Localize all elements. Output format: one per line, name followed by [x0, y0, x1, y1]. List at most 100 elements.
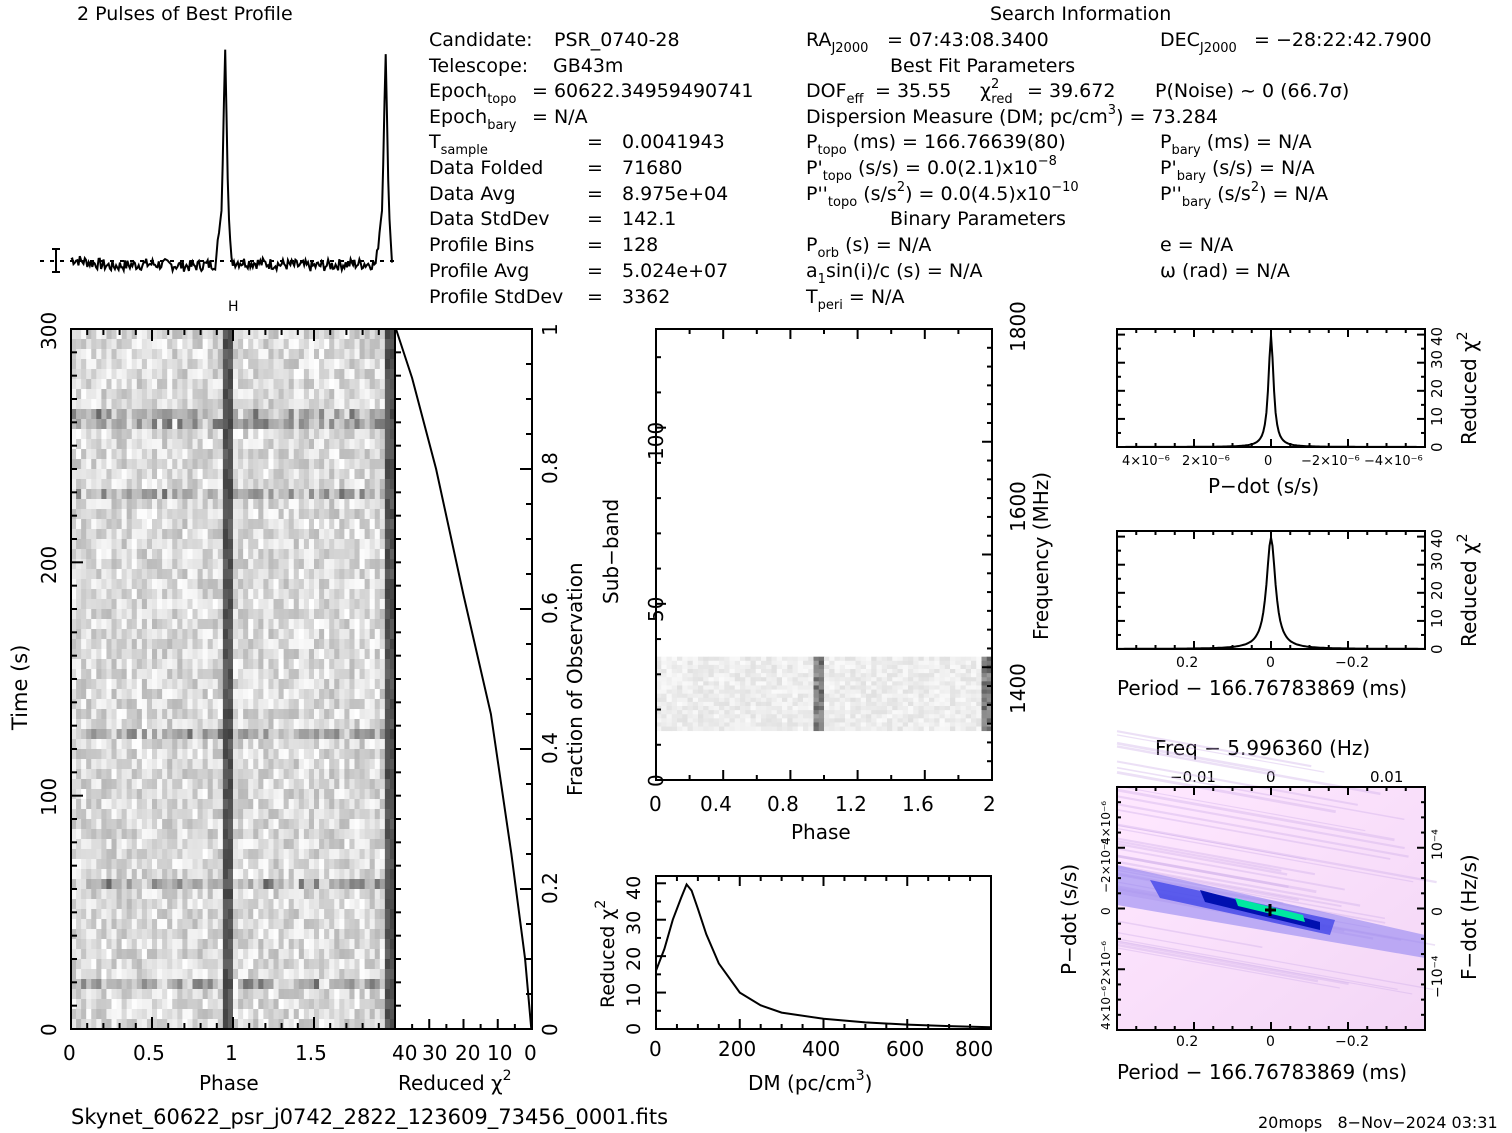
tp-cell — [96, 789, 102, 800]
tp-cell — [222, 459, 229, 470]
tp-cell — [339, 349, 345, 360]
tp-cell — [227, 849, 234, 860]
tp-cell — [187, 919, 193, 930]
sb-cell — [960, 660, 967, 666]
tp-cell — [136, 949, 143, 960]
tp-cell — [253, 819, 259, 830]
tp-cell — [81, 1009, 87, 1020]
tp-cell — [339, 959, 345, 970]
tp-cell — [76, 529, 82, 540]
tp-cell — [329, 429, 335, 440]
sb-cell — [845, 669, 851, 674]
sb-cell — [818, 664, 825, 670]
tp-cell — [389, 659, 396, 670]
tp-cell — [126, 419, 133, 430]
tp-cell — [283, 339, 290, 350]
tp-cell — [258, 549, 264, 560]
tp-cell — [344, 939, 350, 950]
cf-ylabel: Fraction of Observation — [563, 562, 587, 796]
tp-cell — [121, 949, 128, 960]
tp-cell — [273, 749, 279, 760]
tp-cell — [91, 469, 97, 480]
tp-cell — [243, 959, 249, 970]
tp-cell — [319, 689, 325, 700]
tp-cell — [146, 589, 153, 600]
tp-cell — [212, 1019, 219, 1030]
tp-cell — [288, 499, 295, 510]
tp-cell — [157, 449, 163, 460]
tp-cell — [106, 1019, 112, 1030]
tp-cell — [233, 799, 239, 810]
tp-cell — [167, 559, 173, 570]
tp-cell — [71, 669, 77, 680]
tp-cell — [172, 999, 178, 1010]
tp-cell — [207, 929, 214, 940]
tp-cell — [116, 719, 123, 730]
tp-cell — [217, 689, 224, 700]
tp-cell — [379, 1019, 386, 1030]
tp-cell — [233, 429, 239, 440]
tp-cell — [217, 539, 224, 550]
tp-cell — [157, 759, 163, 770]
sb-cell — [845, 664, 851, 670]
tp-cell — [273, 639, 279, 650]
tp-cell — [283, 359, 290, 370]
tp-cell — [324, 779, 330, 790]
tp-cell — [329, 919, 335, 930]
tp-cell — [197, 709, 204, 720]
tp-cell — [157, 379, 163, 390]
tp-cell — [354, 669, 360, 680]
tp-cell — [324, 829, 330, 840]
tp-cell — [339, 649, 345, 660]
tp-cell — [233, 659, 239, 670]
tp-cell — [146, 789, 153, 800]
tp-cell — [298, 469, 305, 480]
tp-cell — [207, 1009, 214, 1020]
tp-cell — [141, 489, 148, 500]
tp-cell — [86, 389, 92, 400]
tp-cell — [384, 909, 391, 920]
tp-cell — [243, 849, 249, 860]
tp-cell — [106, 629, 112, 640]
tp-cell — [111, 429, 117, 440]
tp-cell — [197, 959, 204, 970]
tp-cell — [339, 779, 345, 790]
tp-cell — [182, 339, 188, 350]
tp-cell — [157, 519, 163, 530]
tp-cell — [384, 759, 391, 770]
tp-cell — [101, 359, 107, 370]
tp-cell — [121, 619, 128, 630]
tp-cell — [116, 879, 123, 890]
tp-cell — [308, 379, 315, 390]
tp-cell — [258, 909, 264, 920]
tp-cell — [324, 339, 330, 350]
tp-cell — [106, 779, 112, 790]
tp-cell — [233, 819, 239, 830]
tp-cell — [227, 839, 234, 850]
tp-cell — [202, 999, 209, 1010]
tp-cell — [314, 349, 320, 360]
tp-cell — [288, 419, 295, 430]
tp-cell — [344, 919, 350, 930]
tp-cell — [76, 689, 82, 700]
tp-cell — [81, 339, 87, 350]
tp-cell — [121, 669, 128, 680]
tp-cell — [162, 349, 168, 360]
sb-cell — [713, 669, 720, 674]
tp-cell — [136, 589, 143, 600]
tp-cell — [389, 859, 396, 870]
tp-cell — [222, 749, 229, 760]
tp-cell — [359, 499, 366, 510]
tp-cell — [91, 759, 97, 770]
tp-cell — [258, 939, 264, 950]
tp-cell — [253, 739, 259, 750]
tp-cell — [298, 679, 305, 690]
tp-cell — [344, 729, 350, 740]
tp-cell — [136, 679, 143, 690]
tp-cell — [389, 959, 396, 970]
tp-cell — [243, 749, 249, 760]
tp-cell — [238, 949, 244, 960]
tp-cell — [258, 799, 264, 810]
tp-cell — [314, 469, 320, 480]
tp-cell — [106, 449, 112, 460]
